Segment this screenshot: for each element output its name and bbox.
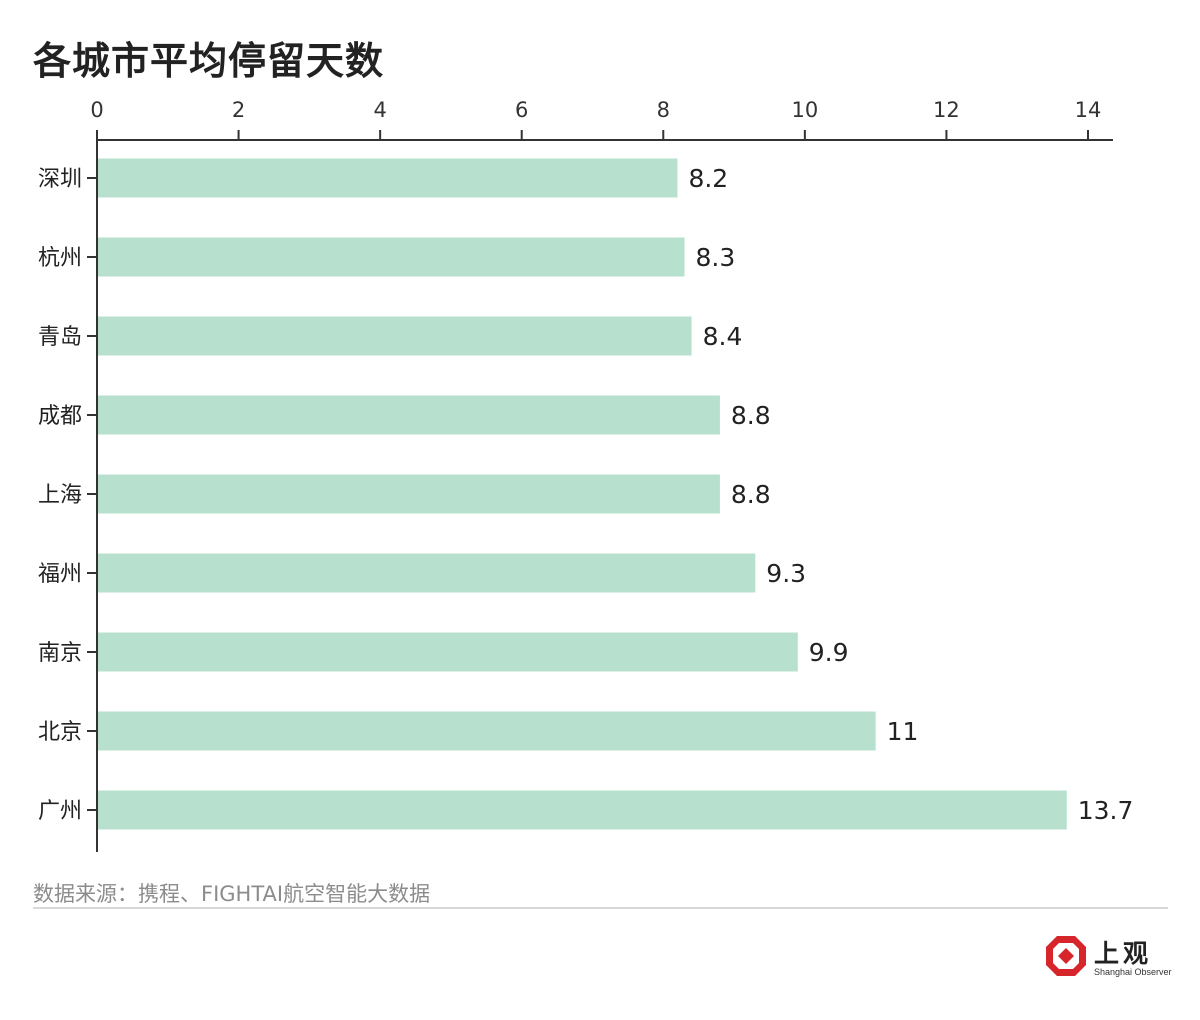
value-label: 8.4 xyxy=(703,322,743,351)
x-tick-label: 6 xyxy=(515,98,528,122)
category-label: 杭州 xyxy=(38,246,82,271)
category-label: 上海 xyxy=(38,483,82,508)
x-tick-label: 8 xyxy=(657,98,670,122)
category-label: 北京 xyxy=(38,720,82,745)
value-label: 13.7 xyxy=(1078,796,1134,825)
brand-logo: 上观 Shanghai Observer xyxy=(1044,934,1174,984)
value-label: 8.3 xyxy=(696,243,736,272)
category-label: 福州 xyxy=(38,562,82,587)
value-label: 9.9 xyxy=(809,638,849,667)
value-label: 8.8 xyxy=(731,401,771,430)
value-label: 8.8 xyxy=(731,480,771,509)
bar xyxy=(98,395,720,435)
x-tick-label: 0 xyxy=(90,98,103,122)
shanghai-observer-logo-icon xyxy=(1046,936,1086,976)
data-source-note: 数据来源：携程、FIGHTAI航空智能大数据 xyxy=(33,882,431,906)
category-label: 青岛 xyxy=(38,325,82,350)
x-tick-label: 10 xyxy=(791,98,818,122)
bar xyxy=(98,474,720,514)
bar xyxy=(98,237,685,277)
logo-english-text: Shanghai Observer xyxy=(1094,967,1172,977)
bar xyxy=(98,790,1067,830)
x-tick-label: 12 xyxy=(933,98,960,122)
bar-chart: 0 2 4 6 8 10 12 14 深圳 8.2 杭州 8.3 青岛 8.4 成都 8.8 上海 8.8 福州 9.… xyxy=(38,98,1134,852)
category-label: 南京 xyxy=(38,641,82,666)
bar xyxy=(98,316,692,356)
divider xyxy=(33,907,1168,909)
x-tick-label: 14 xyxy=(1075,98,1102,122)
value-label: 11 xyxy=(887,717,919,746)
category-label: 成都 xyxy=(38,404,82,429)
value-label: 9.3 xyxy=(766,559,806,588)
x-tick-label: 4 xyxy=(373,98,386,122)
bar xyxy=(98,158,678,198)
logo-chinese-text: 上观 xyxy=(1094,939,1153,968)
x-tick-label: 2 xyxy=(232,98,245,122)
bar xyxy=(98,553,756,593)
bar xyxy=(98,632,798,672)
category-label: 深圳 xyxy=(38,167,82,192)
value-label: 8.2 xyxy=(688,164,728,193)
category-label: 广州 xyxy=(38,799,82,824)
bar xyxy=(98,711,876,751)
chart-title: 各城市平均停留天数 xyxy=(33,39,385,83)
